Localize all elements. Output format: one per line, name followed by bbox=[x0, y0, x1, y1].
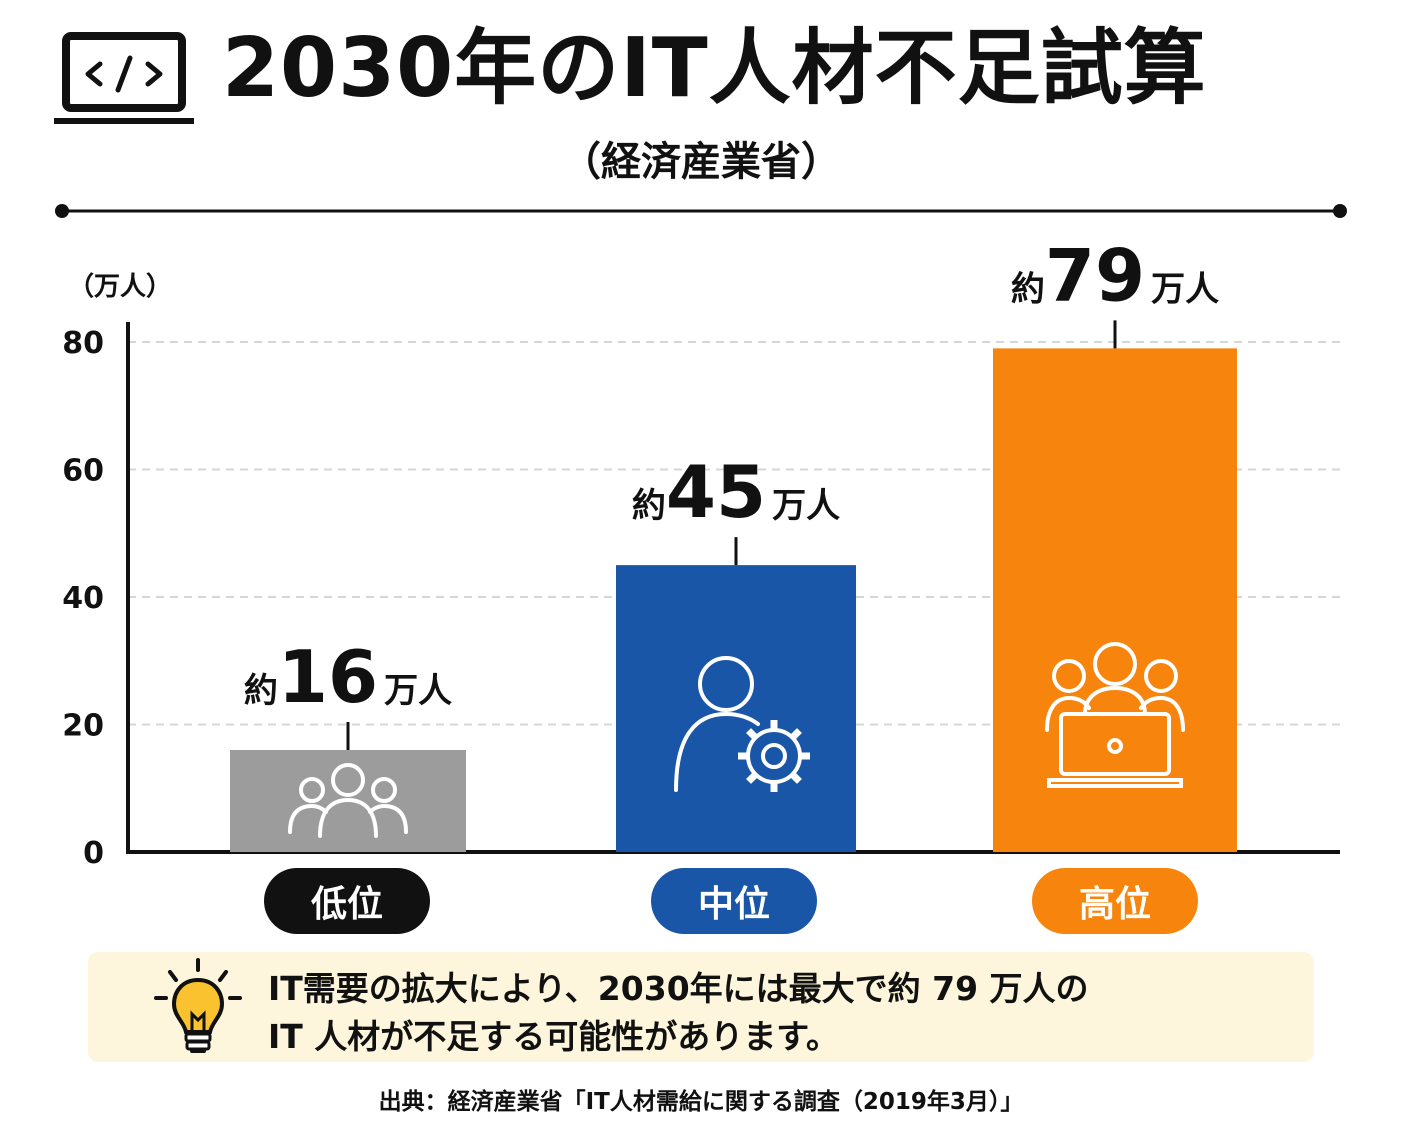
category-pill-mid: 中位 bbox=[651, 868, 817, 934]
bar-chart: 0 20 40 60 80 約16 万人 約45 万人 約79 万人 bbox=[62, 233, 1340, 871]
group-people-icon bbox=[288, 763, 408, 838]
note-line-2: IT 人材が不足する可能性があります。 bbox=[268, 1017, 839, 1056]
y-tick-label: 60 bbox=[62, 454, 104, 489]
person-gear-icon bbox=[674, 656, 810, 792]
category-pill-low: 低位 bbox=[264, 868, 430, 934]
team-laptop-icon bbox=[1045, 642, 1185, 788]
lightbulb-icon bbox=[154, 958, 242, 1053]
source-citation: 出典：経済産業省「IT人材需給に関する調査（2019年3月）」 bbox=[378, 1089, 1024, 1115]
y-tick-label: 20 bbox=[62, 709, 104, 744]
y-axis-unit-label: （万人） bbox=[68, 272, 173, 302]
note-line-1: IT需要の拡大により、2030年には最大で約 79 万人の bbox=[268, 969, 1089, 1008]
data-label: 約16 万人 bbox=[244, 635, 452, 719]
y-tick-label: 40 bbox=[62, 581, 104, 616]
page-title: 2030年のIT人材不足試算 bbox=[222, 21, 1207, 116]
note-text: IT需要の拡大により、2030年には最大で約 79 万人の IT 人材が不足する… bbox=[268, 965, 1089, 1061]
data-label: 約45 万人 bbox=[632, 450, 840, 534]
header-divider bbox=[55, 204, 1347, 218]
note-box bbox=[88, 952, 1314, 1062]
category-pill-high: 高位 bbox=[1032, 868, 1198, 934]
y-tick-label: 0 bbox=[83, 836, 104, 871]
page-subtitle: （経済産業省） bbox=[561, 139, 841, 185]
bar-high bbox=[993, 348, 1237, 852]
laptop-code-icon bbox=[54, 32, 194, 124]
y-tick-label: 80 bbox=[62, 326, 104, 361]
data-label: 約79 万人 bbox=[1011, 233, 1219, 317]
